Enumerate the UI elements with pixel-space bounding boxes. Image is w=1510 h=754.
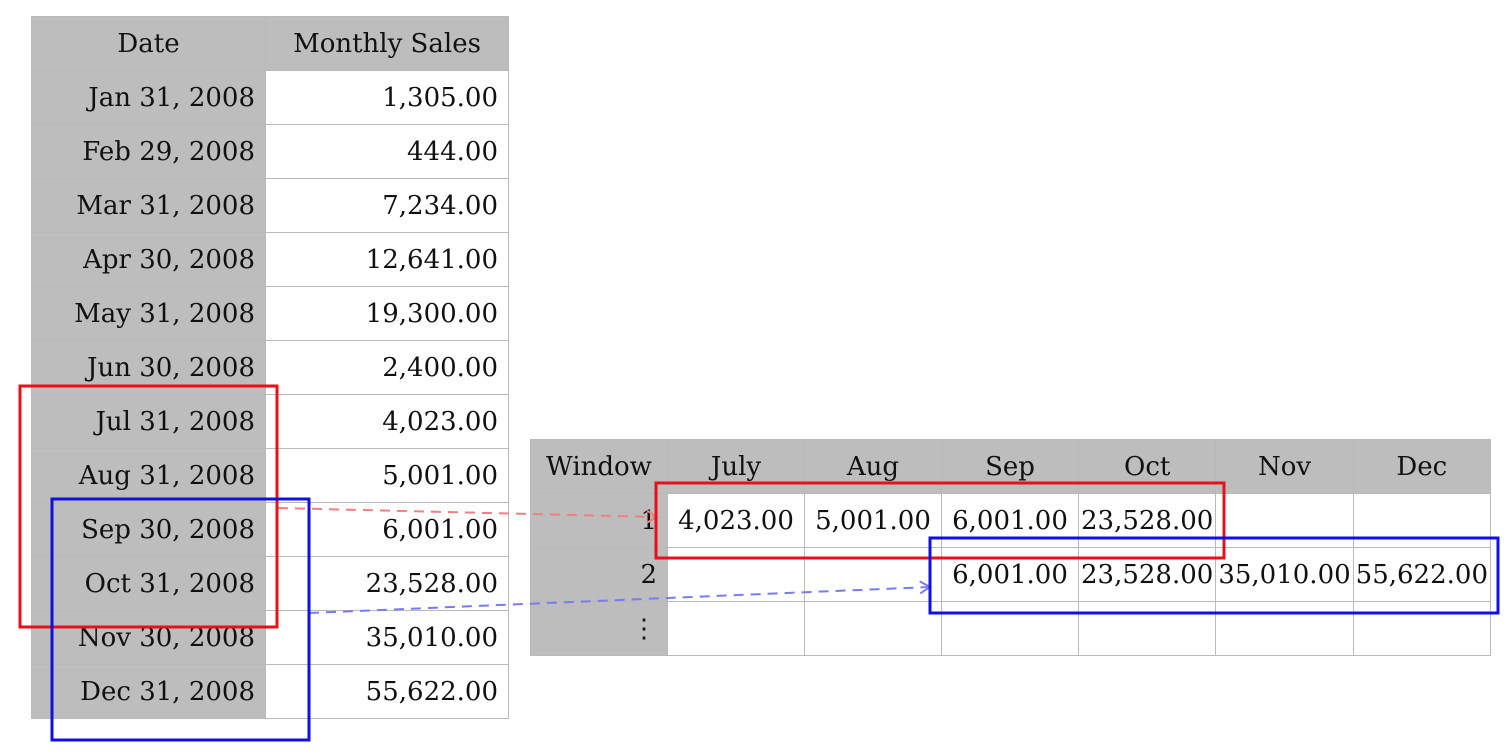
- window-number-cell: ⋮: [530, 601, 668, 656]
- date-cell: Sep 30, 2008: [31, 502, 266, 557]
- window-value-cell: 5,001.00: [804, 493, 942, 548]
- sales-row: Mar 31, 2008 7,234.00: [31, 178, 509, 233]
- window-value-cell: [941, 601, 1079, 656]
- window-value-cell: [667, 601, 805, 656]
- window1-arrow: [277, 507, 659, 524]
- sales-cell: 1,305.00: [265, 70, 509, 125]
- sales-column-header: Monthly Sales: [265, 16, 509, 71]
- date-cell: Oct 31, 2008: [31, 556, 266, 611]
- window-value-cell: 55,622.00: [1352, 547, 1491, 602]
- window-row: ⋮: [530, 601, 1491, 656]
- sales-row: Aug 31, 2008 5,001.00: [31, 448, 509, 503]
- month-column-header: Nov: [1215, 439, 1354, 494]
- sales-row: Dec 31, 2008 55,622.00: [31, 664, 509, 719]
- month-column-header: Dec: [1352, 439, 1491, 494]
- sales-cell: 5,001.00: [265, 448, 509, 503]
- date-cell: Feb 29, 2008: [31, 124, 266, 179]
- sales-cell: 7,234.00: [265, 178, 509, 233]
- date-cell: May 31, 2008: [31, 286, 266, 341]
- window-number-cell: 1: [530, 493, 668, 548]
- date-cell: Dec 31, 2008: [31, 664, 266, 719]
- window-value-cell: [667, 547, 805, 602]
- sales-cell: 12,641.00: [265, 232, 509, 287]
- window-value-cell: [1352, 601, 1491, 656]
- sales-row: Apr 30, 2008 12,641.00: [31, 232, 509, 287]
- window-value-cell: 35,010.00: [1215, 547, 1354, 602]
- window-column-header: Window: [530, 439, 668, 494]
- window2-target-box: [928, 536, 1500, 615]
- window-value-cell: [804, 601, 942, 656]
- sales-cell: 4,023.00: [265, 394, 509, 449]
- sales-row: Nov 30, 2008 35,010.00: [31, 610, 509, 665]
- window2-arrow: [308, 580, 932, 614]
- window-value-cell: [1215, 601, 1354, 656]
- sales-row: Oct 31, 2008 23,528.00: [31, 556, 509, 611]
- date-cell: Mar 31, 2008: [31, 178, 266, 233]
- window1-target-box: [654, 481, 1226, 560]
- sales-cell: 19,300.00: [265, 286, 509, 341]
- sales-row: May 31, 2008 19,300.00: [31, 286, 509, 341]
- date-cell: Apr 30, 2008: [31, 232, 266, 287]
- sales-cell: 2,400.00: [265, 340, 509, 395]
- sales-cell: 444.00: [265, 124, 509, 179]
- sales-row: Feb 29, 2008 444.00: [31, 124, 509, 179]
- window2-source-box: [50, 497, 311, 742]
- sales-cell: 23,528.00: [265, 556, 509, 611]
- date-column-header: Date: [31, 16, 266, 71]
- sales-cell: 35,010.00: [265, 610, 509, 665]
- sales-header-row: Date Monthly Sales: [31, 16, 509, 71]
- window-number-cell: 2: [530, 547, 668, 602]
- window-value-cell: 4,023.00: [667, 493, 805, 548]
- sales-cell: 55,622.00: [265, 664, 509, 719]
- window1-source-box: [18, 384, 279, 629]
